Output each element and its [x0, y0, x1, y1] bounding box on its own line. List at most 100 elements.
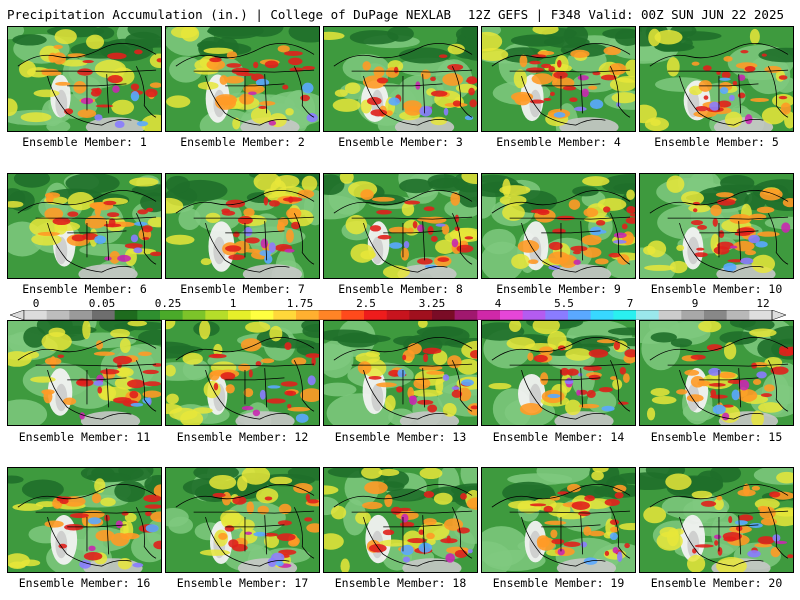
colorbar-tick-label: 0 [32, 297, 40, 310]
ensemble-member-label: Ensemble Member: 11 [18, 430, 151, 444]
colorbar-segment [69, 310, 93, 320]
colorbar-segment [92, 310, 115, 320]
precipitation-map-image [8, 27, 161, 131]
ensemble-member-map [481, 26, 636, 132]
ensemble-member-map [323, 320, 478, 426]
ensemble-member-label: Ensemble Member: 1 [22, 135, 147, 149]
precipitation-map-image [640, 27, 793, 131]
colorbar-segment [681, 310, 705, 320]
ensemble-member-label: Ensemble Member: 7 [180, 282, 305, 296]
ensemble-member-map [165, 320, 320, 426]
colorbar-segment [24, 310, 47, 320]
ensemble-member-label: Ensemble Member: 5 [654, 135, 779, 149]
colorbar-segment [46, 310, 70, 320]
colorbar-segment [545, 310, 569, 320]
colorbar-segment [704, 310, 727, 320]
ensemble-member-map [481, 173, 636, 279]
ensemble-member-label: Ensemble Member: 17 [176, 576, 309, 590]
colorbar-segment [477, 310, 501, 320]
precipitation-map-image [640, 321, 793, 425]
colorbar-tick-label: 9 [691, 297, 699, 310]
ensemble-member-map [165, 467, 320, 573]
ensemble-member-map [639, 173, 794, 279]
ensemble-member-label: Ensemble Member: 18 [334, 576, 467, 590]
colorbar-segment [726, 310, 750, 320]
colorbar-segment [137, 310, 161, 320]
colorbar-tick-label: 4 [494, 297, 502, 310]
ensemble-member-map [7, 320, 162, 426]
precipitation-map-image [166, 27, 319, 131]
precipitation-map-image [166, 321, 319, 425]
ensemble-member-label: Ensemble Member: 4 [496, 135, 621, 149]
colorbar-tick-label: 5.5 [554, 297, 574, 310]
precipitation-map-image [8, 321, 161, 425]
ensemble-member-label: Ensemble Member: 6 [22, 282, 147, 296]
ensemble-member-map [481, 467, 636, 573]
ensemble-member-label: Ensemble Member: 9 [496, 282, 621, 296]
colorbar-segment [228, 310, 251, 320]
colorbar-tick-label: 2.5 [356, 297, 376, 310]
ensemble-member-map [639, 320, 794, 426]
ensemble-member-label: Ensemble Member: 10 [650, 282, 783, 296]
ensemble-member-label: Ensemble Member: 16 [18, 576, 151, 590]
colorbar-segment [160, 310, 183, 320]
colorbar-tick-label: 12 [756, 297, 770, 310]
colorbar-segment [318, 310, 342, 320]
precipitation-map-image [324, 321, 477, 425]
colorbar-segment [568, 310, 591, 320]
colorbar-tick-label: 1.75 [286, 297, 314, 310]
precipitation-map-image [166, 468, 319, 572]
ensemble-member-label: Ensemble Member: 19 [492, 576, 625, 590]
ensemble-member-map [7, 26, 162, 132]
colorbar-segment [364, 310, 387, 320]
ensemble-member-label: Ensemble Member: 20 [650, 576, 783, 590]
precipitation-map-image [482, 468, 635, 572]
ensemble-member-label: Ensemble Member: 14 [492, 430, 625, 444]
precipitation-map-image [482, 27, 635, 131]
ensemble-member-label: Ensemble Member: 15 [650, 430, 783, 444]
colorbar-segment [386, 310, 410, 320]
colorbar-segment [749, 310, 773, 320]
colorbar-segment [409, 310, 433, 320]
precipitation-map-image [482, 321, 635, 425]
ensemble-member-map [481, 320, 636, 426]
colorbar-segment [296, 310, 319, 320]
ensemble-member-map [7, 173, 162, 279]
ensemble-member-label: Ensemble Member: 3 [338, 135, 463, 149]
ensemble-member-label: Ensemble Member: 8 [338, 282, 463, 296]
colorbar-segment [114, 310, 138, 320]
colorbar-segment [590, 310, 614, 320]
precipitation-map-image [166, 174, 319, 278]
colorbar-segment [613, 310, 637, 320]
colorbar-segment [205, 310, 229, 320]
ensemble-member-map [323, 467, 478, 573]
colorbar-tick-label: 0.25 [154, 297, 182, 310]
colorbar-min-arrow [10, 310, 25, 320]
precipitation-map-image [8, 174, 161, 278]
colorbar-segment [500, 310, 523, 320]
colorbar-tick-label: 3.25 [418, 297, 446, 310]
colorbar-tick-label: 7 [626, 297, 634, 310]
precipitation-map-image [640, 174, 793, 278]
colorbar-segment [182, 310, 206, 320]
colorbar-tick-label: 0.05 [88, 297, 116, 310]
precipitation-map-image [324, 468, 477, 572]
ensemble-member-map [7, 467, 162, 573]
ensemble-member-map [639, 26, 794, 132]
colorbar-tick-label: 1 [229, 297, 237, 310]
ensemble-member-map [165, 26, 320, 132]
page-title: Precipitation Accumulation (in.) | Colle… [7, 7, 452, 22]
colorbar-max-arrow [771, 310, 786, 320]
colorbar-segment [273, 310, 297, 320]
precipitation-map-image [482, 174, 635, 278]
ensemble-member-map [165, 173, 320, 279]
precipitation-map-image [8, 468, 161, 572]
ensemble-member-map [639, 467, 794, 573]
run-info: 12Z GEFS | F348 Valid: 00Z SUN JUN 22 20… [467, 7, 784, 22]
ensemble-member-label: Ensemble Member: 12 [176, 430, 309, 444]
colorbar-segment [522, 310, 546, 320]
colorbar-segment [341, 310, 365, 320]
precipitation-colorbar [10, 310, 786, 320]
precipitation-map-image [640, 468, 793, 572]
colorbar-segment [658, 310, 682, 320]
